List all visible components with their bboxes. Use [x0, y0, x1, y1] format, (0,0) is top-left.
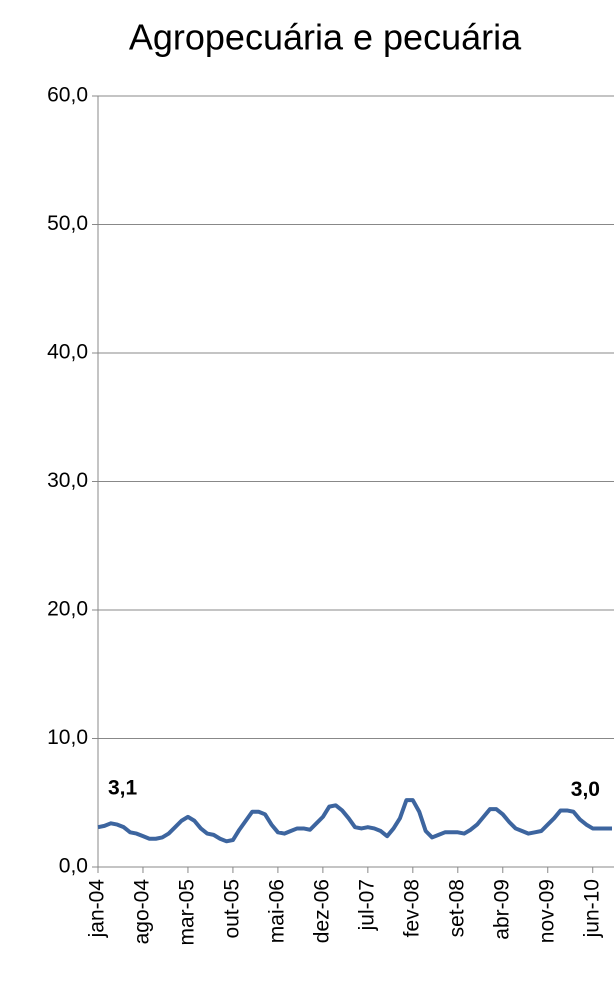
y-tick-label: 50,0: [47, 212, 88, 235]
data-label: 3,1: [108, 777, 138, 800]
y-tick-label: 0,0: [59, 855, 88, 878]
x-tick-label: jul-07: [355, 879, 378, 931]
x-tick-label: fev-08: [400, 879, 423, 937]
x-tick-label: jan-04: [86, 879, 109, 939]
y-tick-label: 10,0: [47, 726, 88, 749]
series-line: [97, 798, 612, 844]
x-tick-label: mar-05: [175, 879, 198, 946]
x-tick-label: abr-09: [490, 879, 513, 940]
x-tick-label: out-05: [220, 879, 243, 939]
y-tick-label: 20,0: [47, 598, 88, 621]
chart-title: Agropecuária e pecuária: [129, 17, 522, 58]
y-tick-label: 40,0: [47, 341, 88, 364]
x-tick-label: ago-04: [131, 879, 154, 945]
x-tick-label: jun-10: [580, 879, 603, 938]
data-label: 3,0: [571, 778, 600, 801]
x-tick-label: nov-09: [535, 879, 558, 943]
y-tick-label: 30,0: [47, 469, 88, 492]
y-tick-label: 60,0: [47, 84, 88, 107]
x-tick-label: set-08: [445, 879, 468, 937]
x-tick-label: dez-06: [310, 879, 333, 943]
x-tick-label: mai-06: [265, 879, 288, 943]
